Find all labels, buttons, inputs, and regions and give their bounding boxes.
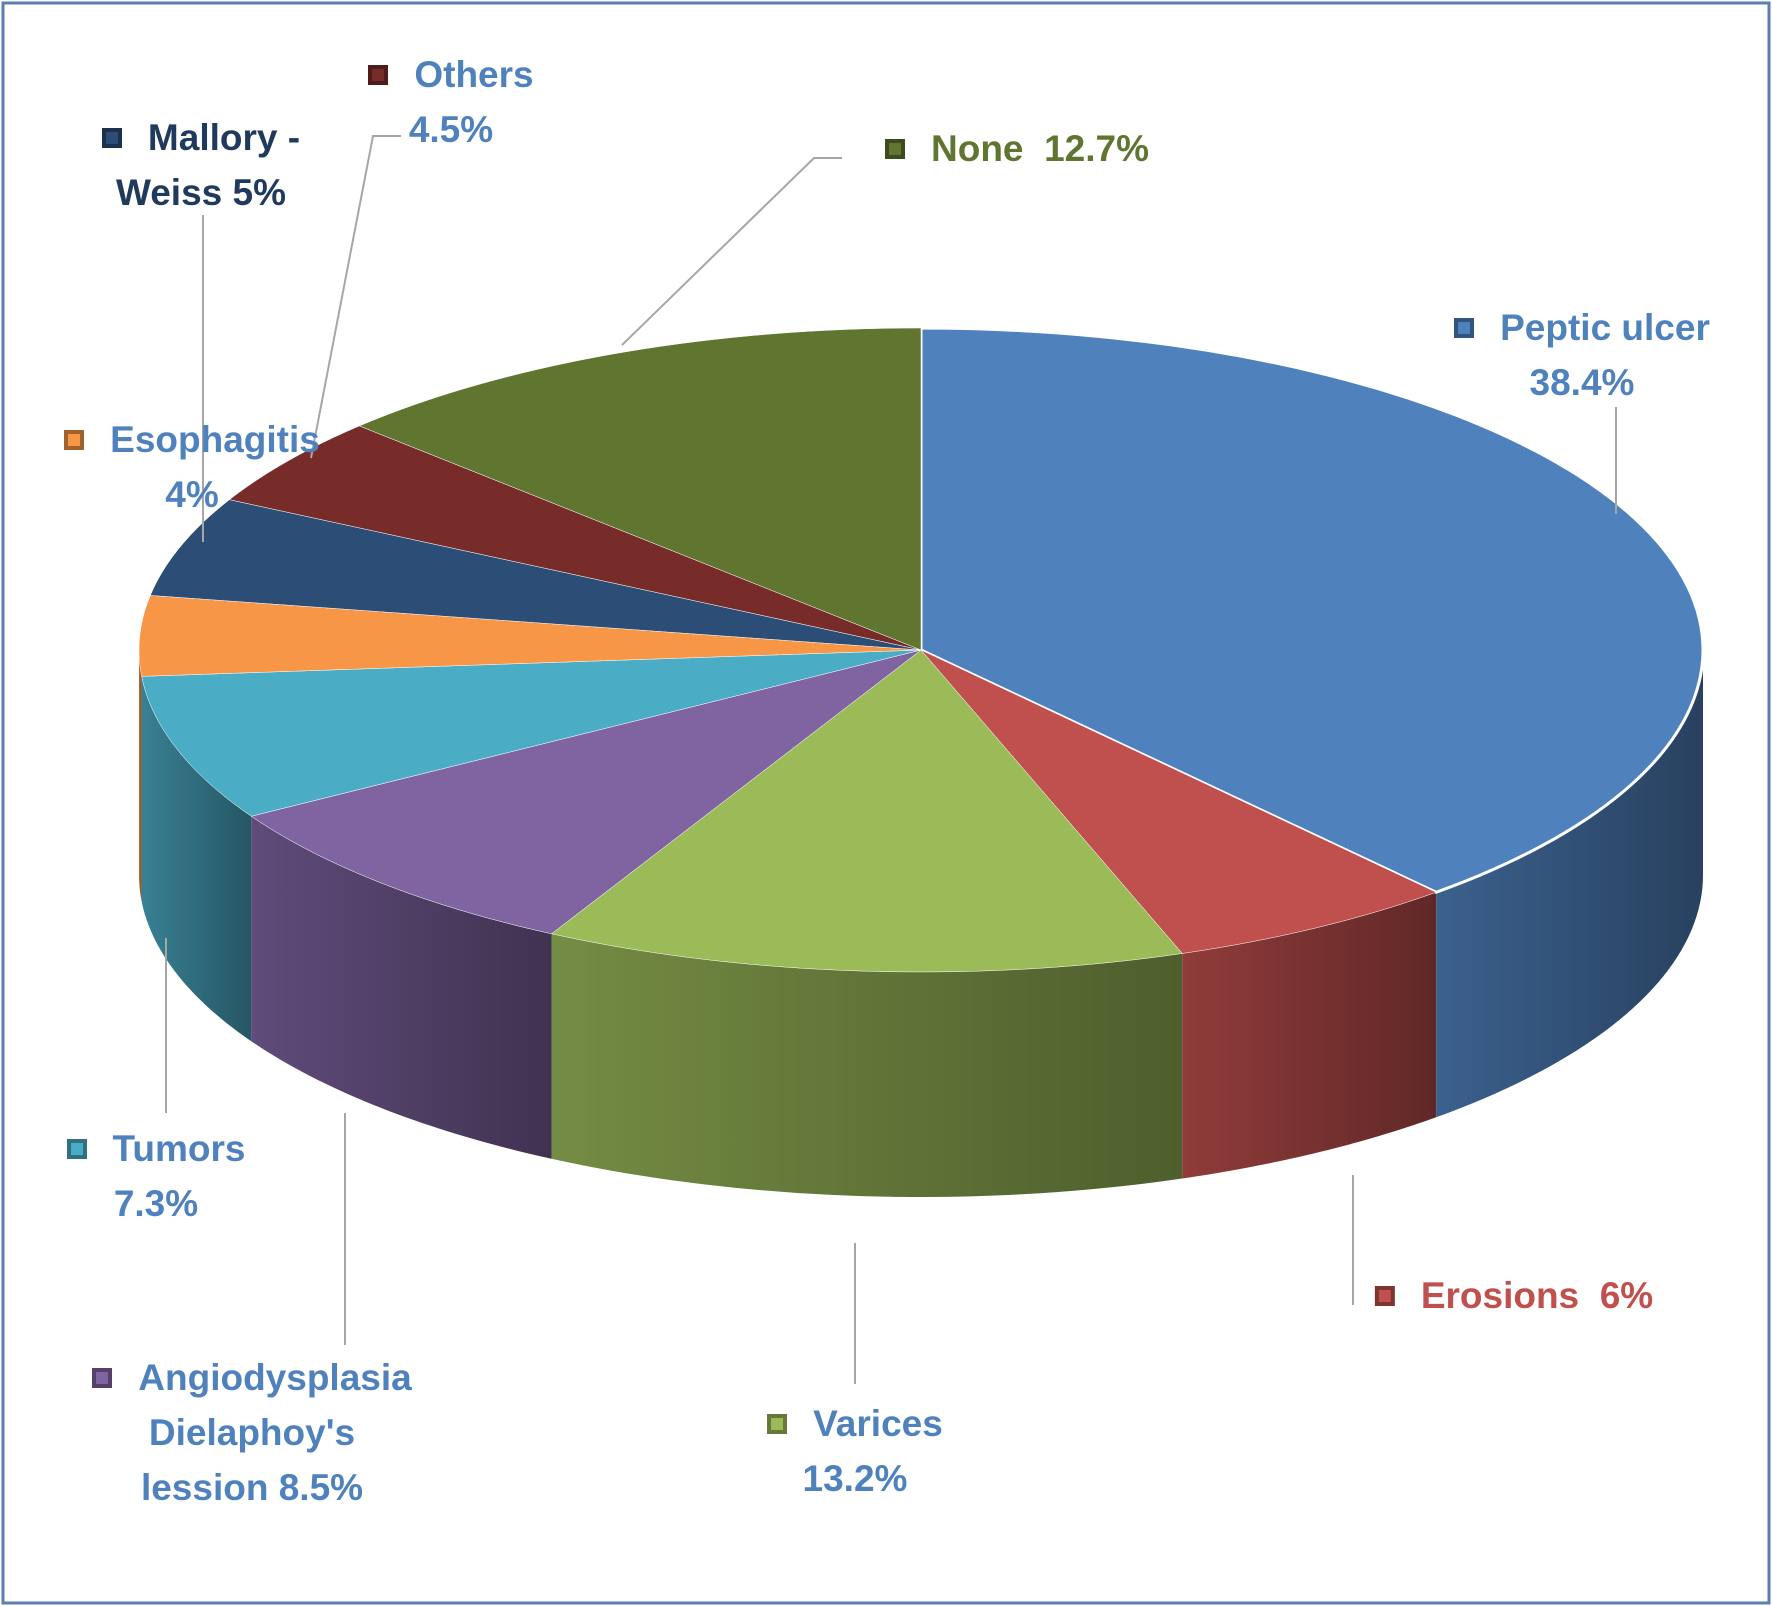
legend-marker — [101, 128, 122, 148]
leader-line — [310, 135, 401, 459]
data-label: Erosions 6% — [1374, 1268, 1654, 1323]
slice-side — [139, 650, 142, 902]
category-label: Esophagitis — [110, 419, 320, 460]
data-label: Esophagitis 4% — [52, 412, 332, 522]
slice — [920, 649, 1437, 954]
data-label: Peptic ulcer 38.4% — [1432, 300, 1732, 410]
value-label: 8.5% — [278, 1467, 364, 1508]
legend-marker — [92, 1368, 113, 1388]
value-label: 4.5% — [408, 109, 494, 150]
slice-side — [251, 816, 552, 1159]
value-label: 13.2% — [802, 1458, 908, 1499]
category-label: Varices — [813, 1403, 943, 1444]
value-label: 12.7% — [1044, 128, 1149, 169]
value-label: 5% — [232, 172, 287, 213]
legend-marker — [885, 139, 906, 159]
legend-marker — [368, 65, 389, 85]
value-label: 6% — [1599, 1275, 1654, 1316]
legend-marker — [1454, 318, 1475, 338]
data-label: Tumors 7.3% — [46, 1121, 266, 1231]
value-label: 4% — [165, 474, 219, 515]
value-label: 38.4% — [1529, 362, 1635, 403]
slice-side — [141, 676, 252, 1042]
slice — [149, 499, 922, 651]
legend-marker — [767, 1414, 788, 1434]
slice — [141, 649, 922, 817]
value-label: 7.3% — [113, 1183, 199, 1224]
slice — [138, 595, 922, 677]
legend-marker — [1374, 1286, 1395, 1306]
slice-side — [551, 933, 1183, 1197]
data-label: None 12.7% — [885, 121, 1149, 176]
category-label: Tumors — [112, 1128, 246, 1169]
data-label: Mallory - Weiss 5% — [76, 110, 326, 220]
category-label: None — [931, 128, 1024, 169]
category-label: Others — [414, 54, 534, 95]
category-label: Erosions — [1420, 1275, 1580, 1316]
data-label: Varices 13.2% — [735, 1396, 975, 1506]
slice — [550, 649, 1183, 973]
slice — [919, 326, 1705, 894]
legend-marker — [66, 1139, 87, 1159]
category-label: Angiodysplasia Dielaphoy's lession — [138, 1357, 412, 1508]
leader-line — [621, 157, 842, 346]
legend-marker — [64, 430, 85, 450]
data-label: Angiodysplasia Dielaphoy's lession 8.5% — [82, 1350, 422, 1515]
slice — [228, 425, 922, 651]
slice — [358, 327, 922, 651]
category-label: Peptic ulcer — [1500, 307, 1710, 348]
slice-side — [1182, 892, 1437, 1179]
slice — [250, 649, 922, 935]
slice-side — [1436, 650, 1703, 1118]
data-label: Others 4.5% — [351, 47, 551, 157]
category-label: Mallory - Weiss — [115, 117, 301, 213]
